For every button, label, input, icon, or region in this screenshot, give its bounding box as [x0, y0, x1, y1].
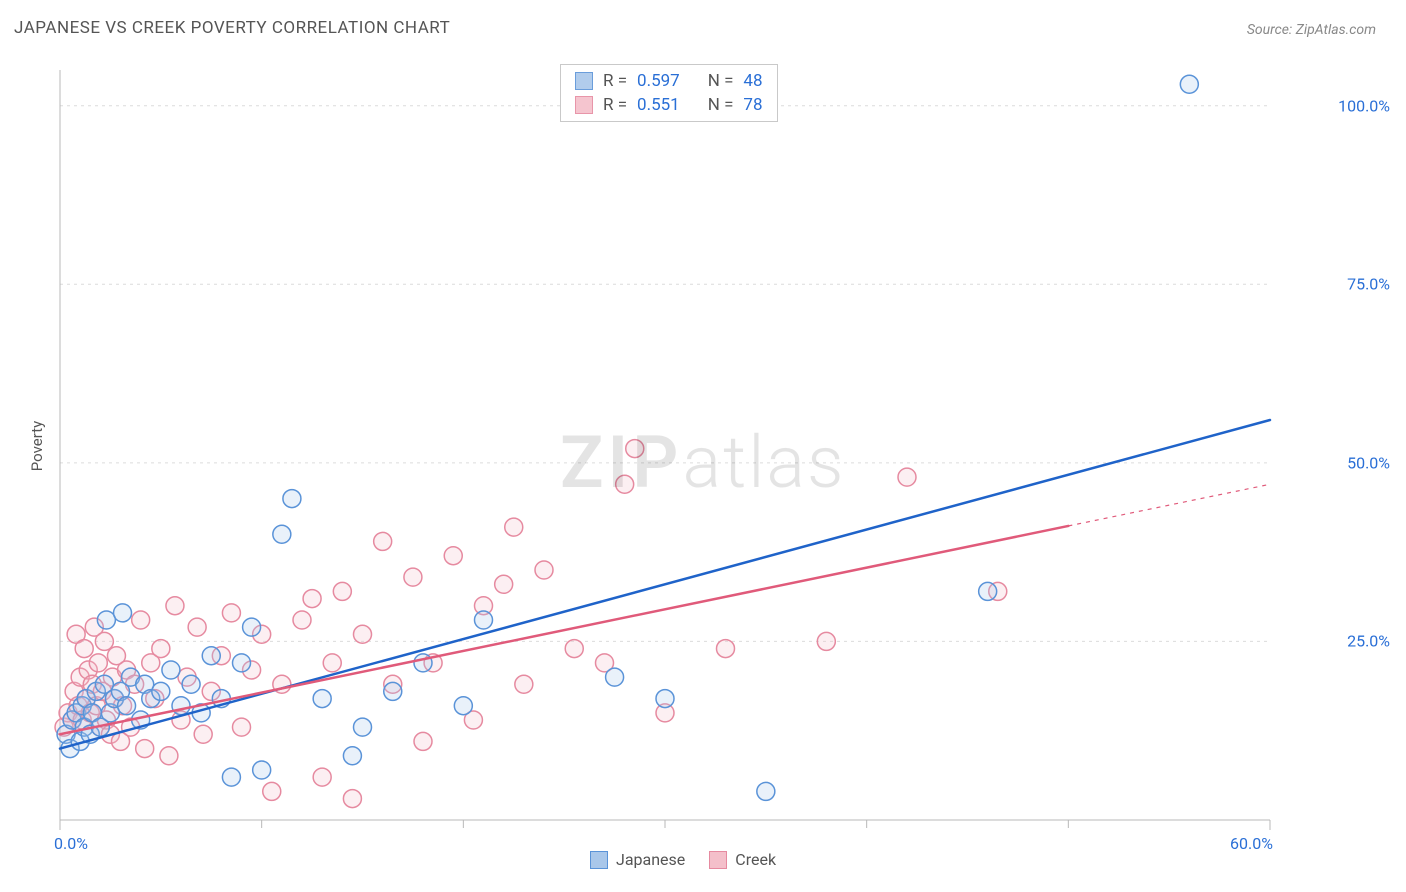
source-label: Source: ZipAtlas.com [1247, 22, 1376, 38]
stat-N-label: N = [708, 95, 734, 115]
legend-swatch [709, 851, 727, 869]
legend-item: Japanese [590, 850, 685, 869]
stat-N-value: 78 [743, 95, 762, 115]
y-axis-label: Poverty [28, 421, 46, 471]
y-tick-label: 25.0% [1347, 632, 1390, 651]
chart-area: ZIPatlas R =0.597N =48R =0.551N =78 Japa… [50, 60, 1310, 840]
stat-R-value: 0.597 [637, 71, 680, 91]
y-tick-label: 100.0% [1338, 96, 1390, 115]
stat-N-value: 48 [743, 71, 762, 91]
stat-R-value: 0.551 [637, 95, 680, 115]
legend-item: Creek [709, 850, 776, 869]
legend-swatch [575, 96, 593, 114]
stat-R-label: R = [603, 71, 627, 91]
y-tick-label: 50.0% [1347, 453, 1390, 472]
x-legend: Japanese Creek [590, 850, 776, 869]
scatter-svg [50, 60, 1310, 840]
x-tick-label: 60.0% [1230, 834, 1273, 853]
stat-N-label: N = [708, 71, 734, 91]
stat-R-label: R = [603, 95, 627, 115]
stats-box: R = 0.597 N = 48 R = 0.551 N = 78 [560, 64, 778, 122]
chart-title: JAPANESE VS CREEK POVERTY CORRELATION CH… [14, 18, 450, 38]
legend-label: Japanese [616, 850, 685, 869]
y-tick-label: 75.0% [1347, 275, 1390, 294]
legend-swatch [575, 72, 593, 90]
legend-swatch [590, 851, 608, 869]
legend-label: Creek [735, 850, 776, 869]
stats-row: R = 0.597 N = 48 [561, 69, 777, 93]
x-tick-label: 0.0% [54, 834, 88, 853]
stats-row: R = 0.551 N = 78 [561, 93, 777, 117]
